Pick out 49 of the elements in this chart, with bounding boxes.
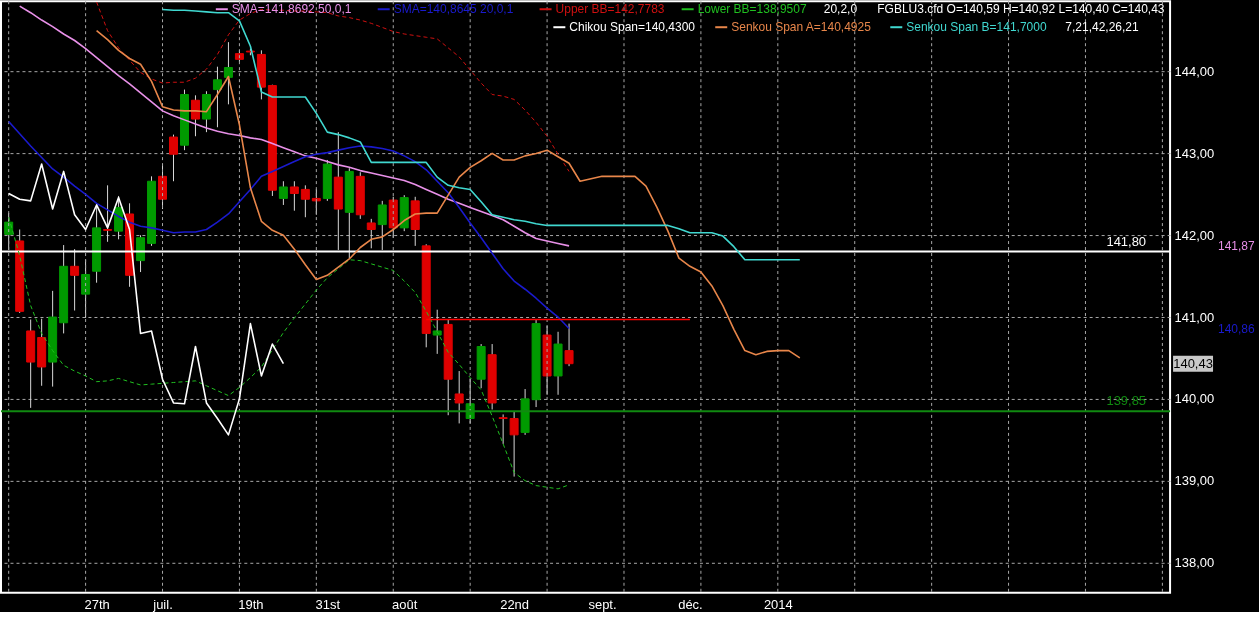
candlestick <box>454 370 464 424</box>
candlestick <box>70 248 80 312</box>
candlestick <box>136 234 146 273</box>
candlestick <box>564 323 574 367</box>
y-tick-label: 142,00 <box>1174 227 1215 243</box>
chart-title: FGBLU3.cfd O=140,59 H=140,92 L=140,40 C=140,43 <box>877 2 1165 17</box>
legend-label: Lower BB=138,9507 <box>697 2 807 17</box>
y-tick-label: 138,00 <box>1174 555 1215 570</box>
legend-label: Chikou Span=140,4300 <box>569 20 696 35</box>
x-tick-label: 19th <box>238 597 264 613</box>
x-tick-label: juil. <box>152 597 173 613</box>
annotation: 20,2,0 <box>823 2 858 17</box>
candlestick <box>212 66 222 128</box>
text: 140,86 <box>1218 321 1256 336</box>
y-tick-label: 140,00 <box>1174 391 1215 407</box>
y-tick-label: 141,00 <box>1174 309 1215 325</box>
annotation: 7,21,42,26,21 <box>1065 20 1139 35</box>
ref-line-label: 141,80 <box>1106 233 1147 249</box>
y-tick-label: 139,00 <box>1174 473 1215 489</box>
candlestick <box>432 309 442 355</box>
y-tick-label: 143,00 <box>1174 145 1215 161</box>
x-tick-label: 22nd <box>500 597 530 613</box>
text: 141,87 <box>1218 238 1256 253</box>
y-tick-label: 144,00 <box>1174 64 1215 80</box>
candlestick <box>103 184 113 243</box>
x-tick-label: 27th <box>84 597 110 613</box>
candlestick <box>169 134 178 182</box>
legend-label: Senkou Span A=140,4925 <box>731 20 872 35</box>
x-tick-label: sept. <box>588 597 617 613</box>
x-tick-label: 2014 <box>763 597 793 613</box>
candlestick <box>289 180 299 212</box>
x-tick-label: août <box>392 597 418 613</box>
candlestick <box>223 41 233 105</box>
legend-label: SMA=141,8692 50,0,1 <box>231 2 352 17</box>
line-series <box>7 120 570 330</box>
candlestick <box>190 94 200 137</box>
candlestick <box>278 180 288 206</box>
legend-label: SMA=140,8645 20,0,1 <box>393 2 514 17</box>
legend-label: Upper BB=142,7783 <box>555 2 665 17</box>
candlestick <box>366 218 376 249</box>
ref-line-label: 139,85 <box>1106 393 1147 409</box>
candlestick <box>300 184 310 218</box>
candlestick <box>311 188 321 216</box>
x-tick-label: 31st <box>315 597 341 613</box>
line-series <box>8 216 570 490</box>
candlestick <box>377 200 387 251</box>
legend-label: Senkou Span B=141,7000 <box>906 20 1047 35</box>
x-tick-label: déc. <box>678 597 703 613</box>
text: 140,43 <box>1173 355 1213 371</box>
